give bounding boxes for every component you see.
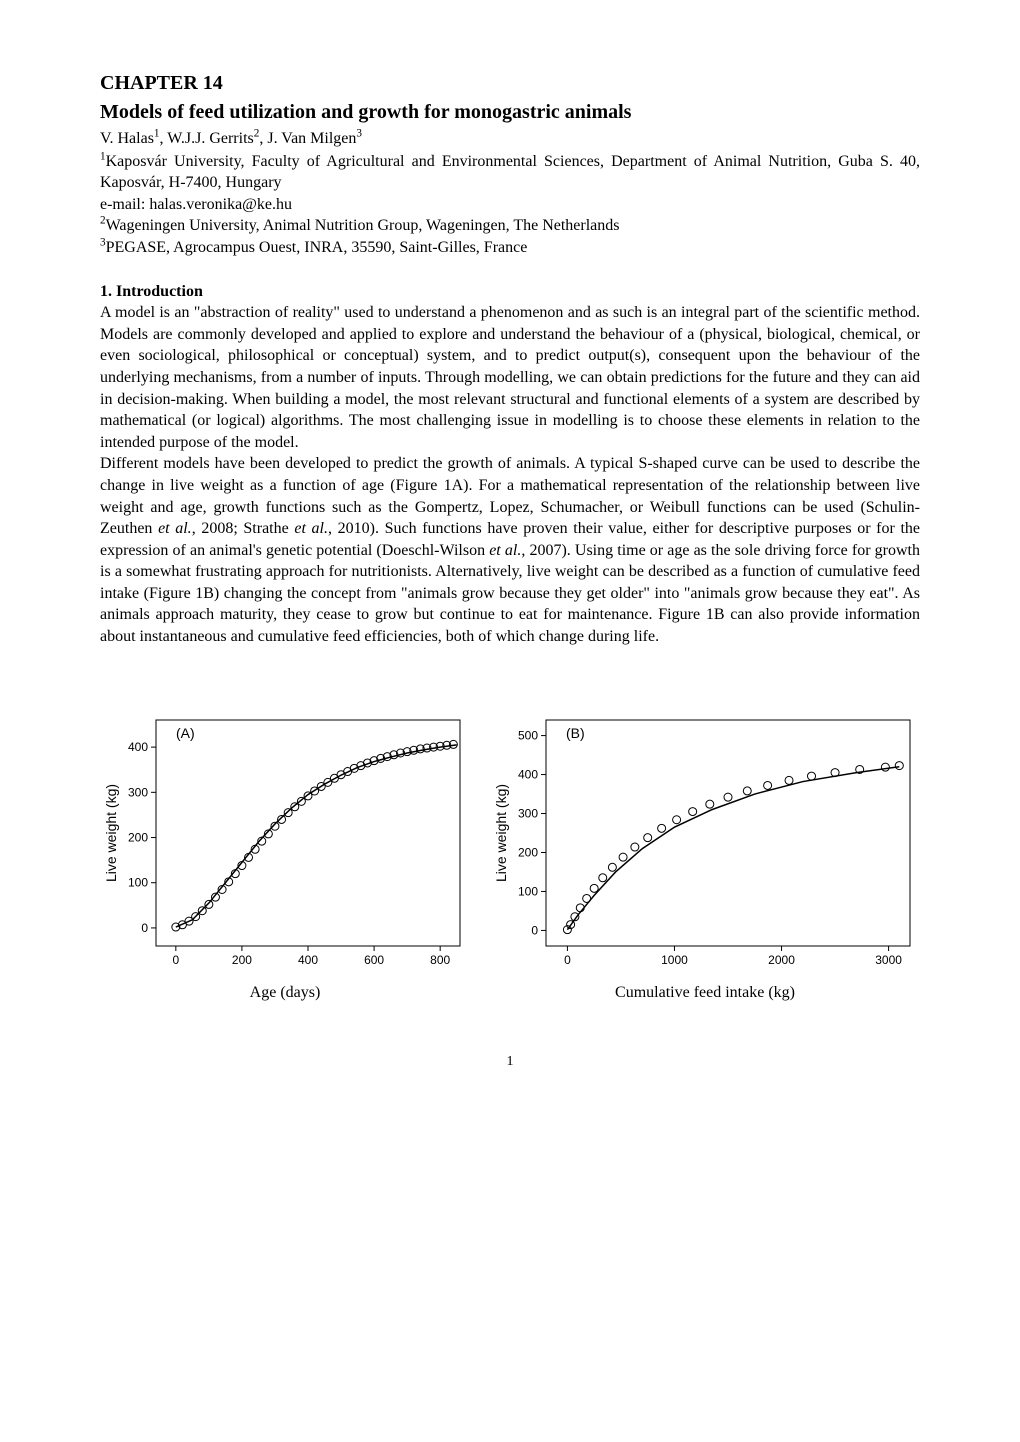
authors-line: V. Halas1, W.J.J. Gerrits2, J. Van Milge… <box>100 128 920 150</box>
svg-text:600: 600 <box>364 953 384 967</box>
svg-text:300: 300 <box>128 785 148 799</box>
section-1-heading: 1. Introduction <box>100 281 920 303</box>
figure-1a-panel: 0 200 400 600 800 0 100 200 300 400 (A) Live weight… <box>100 708 470 1004</box>
figure-1b-panel: 0 1000 2000 3000 0 100 200 300 400 500 (B) Live wei… <box>490 708 920 1004</box>
svg-text:400: 400 <box>518 767 538 781</box>
svg-text:0: 0 <box>531 923 538 937</box>
svg-text:3000: 3000 <box>875 953 902 967</box>
svg-text:200: 200 <box>128 830 148 844</box>
svg-text:Live weight (kg): Live weight (kg) <box>103 784 119 882</box>
figure-1a-xlabel: Age (days) <box>250 982 321 1004</box>
chapter-label: CHAPTER 14 <box>100 70 920 97</box>
svg-text:1000: 1000 <box>661 953 688 967</box>
paragraph-1: A model is an "abstraction of reality" u… <box>100 302 920 453</box>
svg-text:(A): (A) <box>176 725 195 741</box>
figure-1a-chart: 0 200 400 600 800 0 100 200 300 400 (A) Live weight… <box>100 708 470 978</box>
svg-text:200: 200 <box>518 845 538 859</box>
svg-text:200: 200 <box>232 953 252 967</box>
svg-text:(B): (B) <box>566 725 585 741</box>
svg-text:400: 400 <box>128 740 148 754</box>
figure-1-row: 0 200 400 600 800 0 100 200 300 400 (A) Live weight… <box>100 708 920 1004</box>
figure-1b-chart: 0 1000 2000 3000 0 100 200 300 400 500 (B) Live wei… <box>490 708 920 978</box>
affiliation-2: 2Wageningen University, Animal Nutrition… <box>100 215 920 237</box>
svg-text:800: 800 <box>430 953 450 967</box>
paragraph-2: Different models have been developed to … <box>100 453 920 647</box>
email-line: e-mail: halas.veronika@ke.hu <box>100 194 920 216</box>
figure-1b-xlabel: Cumulative feed intake (kg) <box>615 982 795 1004</box>
svg-text:100: 100 <box>518 884 538 898</box>
svg-text:2000: 2000 <box>768 953 795 967</box>
affiliation-3: 3PEGASE, Agrocampus Ouest, INRA, 35590, … <box>100 237 920 259</box>
svg-text:500: 500 <box>518 728 538 742</box>
svg-text:0: 0 <box>141 921 148 935</box>
svg-text:Live weight (kg): Live weight (kg) <box>493 784 509 882</box>
svg-text:300: 300 <box>518 806 538 820</box>
svg-text:0: 0 <box>564 953 571 967</box>
document-title: Models of feed utilization and growth fo… <box>100 99 920 126</box>
page-number: 1 <box>100 1053 920 1072</box>
svg-text:100: 100 <box>128 875 148 889</box>
affiliation-1: 1Kaposvár University, Faculty of Agricul… <box>100 151 920 194</box>
svg-text:0: 0 <box>172 953 179 967</box>
svg-text:400: 400 <box>298 953 318 967</box>
